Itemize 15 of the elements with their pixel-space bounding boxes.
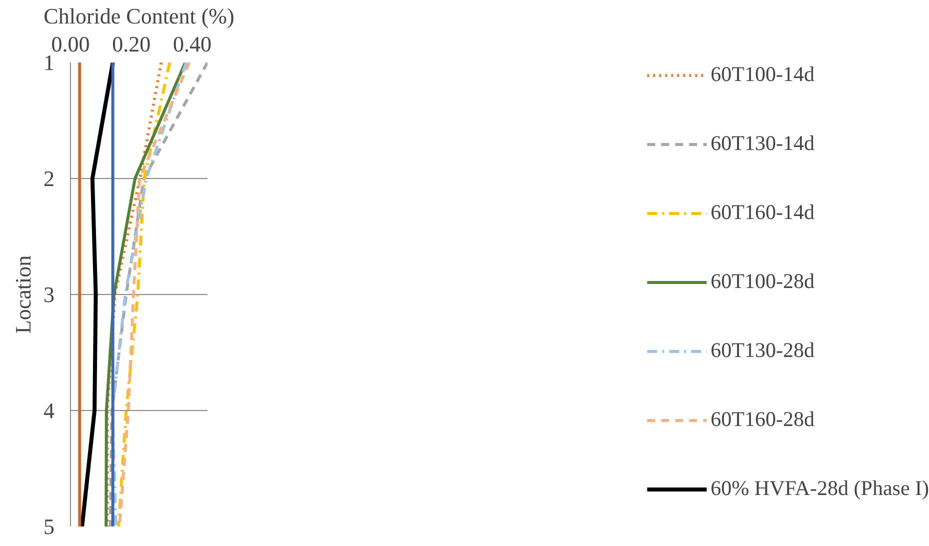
legend-label: 60T130-28d [710,338,814,363]
legend-label: 60T160-14d [710,200,814,225]
legend-label: 60T100-14d [710,62,814,87]
legend-label: 60T100-28d [710,269,814,294]
legend-label: 60T130-14d [710,131,814,156]
y-axis-title: Location [10,255,36,334]
y-tick-label: 5 [44,514,54,539]
y-tick-label: 4 [44,398,54,423]
x-axis-title: Chloride Content (%) [44,4,234,28]
y-tick-label: 3 [44,282,54,307]
legend-label: 60T160-28d [710,407,814,432]
y-tick-label: 2 [44,166,54,191]
legend-label: 60% HVFA-28d (Phase I) [710,476,929,501]
x-tick-label: 0.40 [173,32,212,56]
x-tick-label: 0.20 [112,32,151,56]
